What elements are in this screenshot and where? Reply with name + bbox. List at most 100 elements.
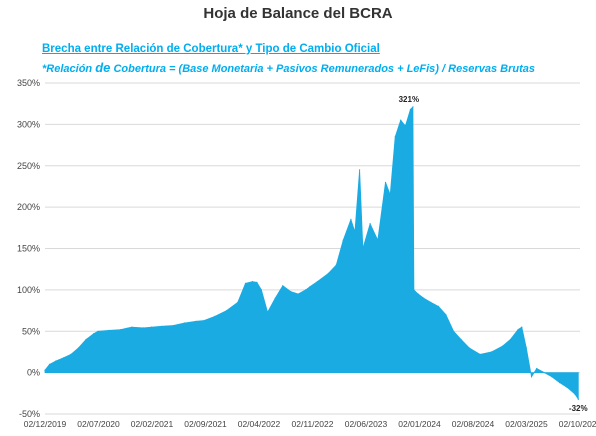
data-point	[384, 181, 387, 183]
x-tick-label: 02/03/2025	[505, 419, 548, 429]
data-point	[369, 223, 371, 225]
data-point	[203, 319, 205, 322]
data-point	[412, 106, 414, 108]
data-point	[289, 290, 292, 293]
data-point	[226, 310, 228, 312]
data-point	[430, 301, 432, 303]
data-point	[97, 330, 99, 332]
data-label: 321%	[399, 95, 419, 104]
x-tick-label: 02/04/2022	[238, 419, 281, 429]
data-point	[120, 329, 122, 331]
data-point	[297, 293, 299, 295]
data-point	[354, 231, 356, 233]
data-point	[400, 119, 402, 121]
data-point	[251, 281, 253, 283]
data-point	[543, 372, 546, 374]
data-point	[389, 194, 391, 196]
data-point	[237, 301, 239, 303]
data-point	[131, 326, 133, 328]
chart-subtitle: Brecha entre Relación de Cobertura* y Ti…	[42, 43, 380, 55]
data-point	[316, 281, 318, 283]
data-point	[214, 315, 216, 317]
data-point	[460, 338, 462, 341]
data-point	[417, 293, 419, 295]
data-point	[559, 382, 561, 384]
note-rest: Cobertura = (Base Monetaria + Pasivos Re…	[113, 63, 535, 75]
data-point	[309, 286, 311, 288]
data-point	[409, 108, 411, 111]
data-point	[342, 239, 344, 241]
data-point	[536, 367, 538, 370]
y-tick-label: 50%	[22, 326, 40, 336]
data-point	[327, 272, 330, 274]
y-tick-label: 150%	[17, 244, 40, 254]
data-point	[305, 289, 307, 291]
chart-note: *Relación de Cobertura = (Base Monetaria…	[42, 60, 535, 75]
data-point	[468, 347, 470, 349]
area-series	[44, 106, 579, 401]
data-point	[479, 353, 481, 355]
data-point	[78, 347, 80, 349]
data-point	[362, 247, 364, 250]
data-point	[525, 347, 527, 349]
data-point	[423, 297, 425, 299]
data-point	[335, 264, 337, 266]
data-point	[577, 398, 579, 400]
data-point	[453, 330, 455, 332]
y-tick-label: 300%	[17, 119, 40, 129]
data-point	[85, 338, 87, 341]
data-point	[183, 322, 186, 324]
y-tick-label: 200%	[17, 202, 40, 212]
data-point	[63, 357, 65, 359]
data-point	[260, 289, 262, 291]
data-point	[267, 311, 269, 313]
data-point	[274, 297, 276, 299]
x-tick-label: 02/10/2025	[559, 419, 596, 429]
data-point	[404, 125, 406, 127]
data-point	[359, 169, 361, 171]
data-point	[195, 320, 197, 322]
data-point	[517, 329, 519, 331]
y-tick-label: 0%	[27, 368, 40, 378]
x-tick-label: 02/08/2024	[452, 419, 495, 429]
x-tick-label: 02/06/2023	[345, 419, 388, 429]
data-point	[256, 281, 258, 283]
data-point	[350, 218, 352, 221]
data-point	[55, 360, 57, 362]
data-point	[491, 351, 493, 353]
y-tick-label: 250%	[17, 161, 40, 171]
data-point	[445, 314, 447, 316]
data-point	[509, 338, 511, 341]
data-point	[244, 282, 247, 284]
data-point	[161, 325, 163, 327]
note-de: de	[95, 60, 111, 75]
data-point	[172, 324, 174, 327]
data-point	[394, 136, 396, 138]
x-tick-label: 02/02/2021	[131, 419, 174, 429]
data-point	[413, 289, 415, 291]
data-point	[70, 353, 72, 355]
data-point	[93, 333, 95, 335]
data-point	[437, 305, 440, 307]
data-point	[502, 345, 504, 347]
data-point	[521, 326, 523, 328]
y-tick-label: -50%	[19, 409, 40, 419]
note-prefix: *Relación	[42, 63, 93, 75]
data-point	[150, 326, 153, 328]
data-point	[574, 393, 576, 395]
data-point	[282, 285, 284, 287]
y-tick-label: 100%	[17, 285, 40, 295]
chart-title: Hoja de Balance del BCRA	[203, 5, 393, 22]
data-point	[142, 327, 145, 329]
data-point	[48, 363, 51, 365]
x-tick-label: 02/11/2022	[292, 419, 334, 429]
x-tick-label: 02/07/2020	[77, 419, 120, 429]
data-point	[377, 239, 379, 241]
data-point	[108, 329, 110, 331]
data-point	[44, 369, 46, 371]
x-tick-label: 02/01/2024	[398, 419, 441, 429]
data-point	[530, 376, 533, 378]
x-tick-label: 02/09/2021	[184, 419, 227, 429]
data-label: -32%	[569, 404, 588, 413]
